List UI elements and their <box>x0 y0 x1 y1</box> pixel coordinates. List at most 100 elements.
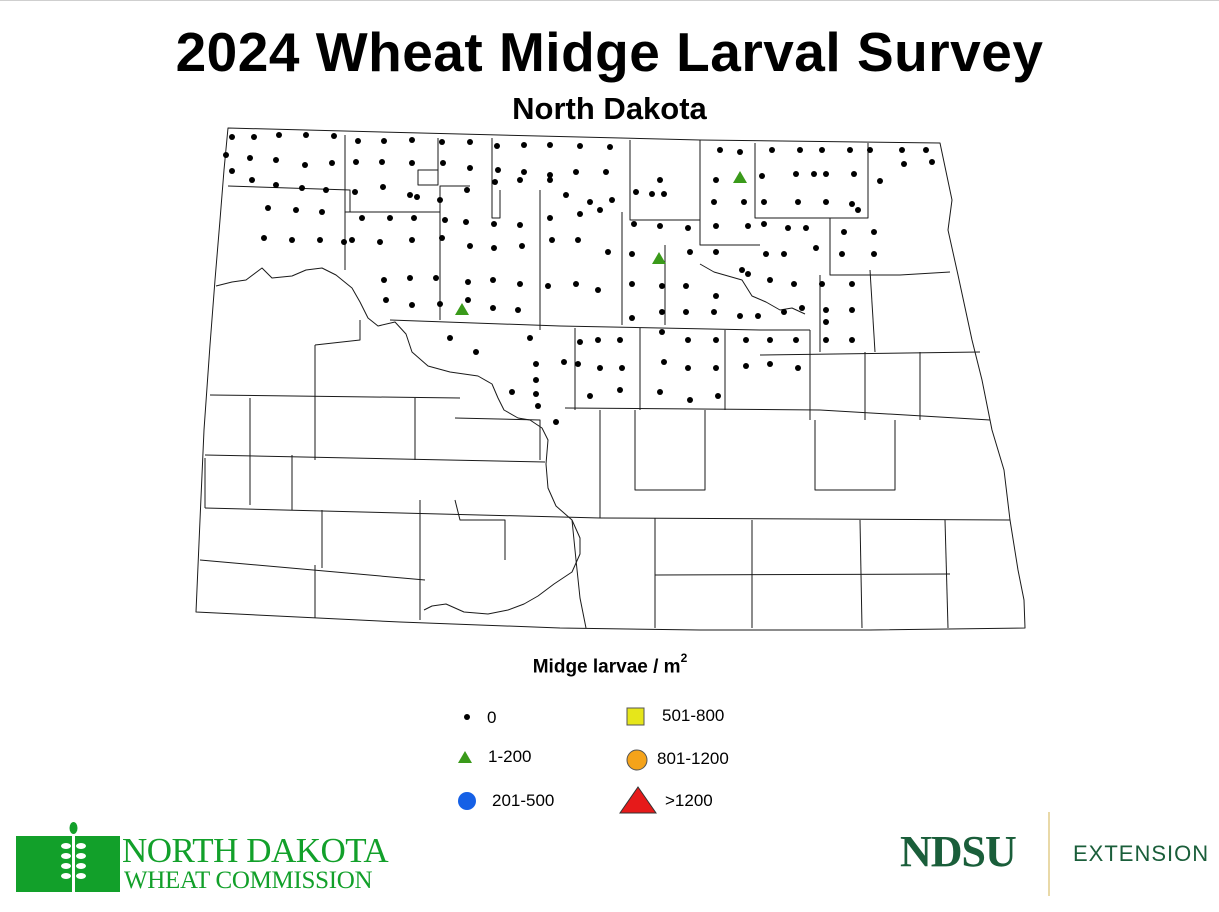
site-marker-zero <box>490 305 496 311</box>
legend-label-over-1200: >1200 <box>665 791 713 810</box>
site-marker-zero <box>631 221 637 227</box>
site-marker-zero <box>633 189 639 195</box>
site-marker-zero <box>737 313 743 319</box>
site-marker-zero <box>491 221 497 227</box>
site-marker-zero <box>871 251 877 257</box>
site-marker-zero <box>577 339 583 345</box>
site-marker-zero <box>823 307 829 313</box>
site-marker-zero <box>247 155 253 161</box>
site-marker-zero <box>289 237 295 243</box>
site-marker-zero <box>791 281 797 287</box>
site-marker-zero <box>414 194 420 200</box>
site-marker-zero <box>381 277 387 283</box>
site-marker-zero <box>785 225 791 231</box>
site-marker-zero <box>547 177 553 183</box>
legend-symbol-over-1200 <box>619 786 657 814</box>
site-marker-zero <box>855 207 861 213</box>
site-marker-zero <box>437 301 443 307</box>
site-marker-zero <box>745 271 751 277</box>
site-marker-zero <box>713 249 719 255</box>
site-marker-zero <box>799 305 805 311</box>
site-marker-zero <box>251 134 257 140</box>
james-lake-boundary <box>699 263 806 315</box>
zero-larvae-sites <box>223 132 935 425</box>
site-marker-zero <box>603 169 609 175</box>
site-marker-zero <box>442 217 448 223</box>
site-marker-zero <box>517 222 523 228</box>
map-subtitle: North Dakota <box>512 91 707 126</box>
site-marker-zero <box>509 389 515 395</box>
legend-label-501-800: 501-800 <box>662 706 725 725</box>
site-marker-zero <box>355 138 361 144</box>
site-marker-zero <box>823 171 829 177</box>
site-marker-zero <box>767 361 773 367</box>
site-marker-zero <box>793 337 799 343</box>
site-marker-zero <box>380 184 386 190</box>
site-marker-zero <box>407 275 413 281</box>
top-rule <box>0 0 1219 1</box>
wheat-commission-logo-icon <box>16 822 120 892</box>
legend-symbol-801-1200 <box>626 749 648 771</box>
site-marker-zero <box>463 219 469 225</box>
site-marker-zero <box>923 147 929 153</box>
site-marker-zero <box>265 205 271 211</box>
site-marker-zero <box>841 229 847 235</box>
missouri-river <box>215 267 581 615</box>
site-marker-zero <box>517 177 523 183</box>
site-marker-zero <box>491 245 497 251</box>
site-marker-zero <box>717 147 723 153</box>
site-marker-zero <box>411 215 417 221</box>
site-marker-zero <box>811 171 817 177</box>
site-marker-zero <box>317 237 323 243</box>
site-marker-zero <box>319 209 325 215</box>
site-marker-zero <box>587 199 593 205</box>
site-marker-zero <box>490 277 496 283</box>
site-marker-zero <box>229 168 235 174</box>
site-marker-zero <box>409 302 415 308</box>
site-marker-zero <box>349 237 355 243</box>
site-marker-zero <box>741 199 747 205</box>
state-outline <box>195 127 1026 631</box>
site-marker-zero <box>492 179 498 185</box>
site-marker-zero <box>715 393 721 399</box>
site-marker-zero <box>823 337 829 343</box>
site-marker-zero <box>781 309 787 315</box>
site-marker-zero <box>577 143 583 149</box>
site-marker-zero <box>545 283 551 289</box>
site-marker-zero <box>687 249 693 255</box>
site-marker-zero <box>302 162 308 168</box>
site-marker-zero <box>823 319 829 325</box>
site-marker-zero <box>797 147 803 153</box>
site-marker-zero <box>377 239 383 245</box>
site-marker-zero <box>737 149 743 155</box>
site-marker-zero <box>533 377 539 383</box>
site-marker-zero <box>575 237 581 243</box>
site-marker-zero <box>519 243 525 249</box>
site-marker-zero <box>473 349 479 355</box>
site-marker-zero <box>877 178 883 184</box>
site-marker-zero <box>687 397 693 403</box>
site-marker-zero <box>563 192 569 198</box>
site-marker-zero <box>849 307 855 313</box>
legend-label-zero: 0 <box>487 708 497 727</box>
site-marker-zero <box>823 199 829 205</box>
site-marker-zero <box>617 337 623 343</box>
site-marker-zero <box>685 337 691 343</box>
site-marker-zero <box>467 243 473 249</box>
site-marker-zero <box>745 223 751 229</box>
legend-symbol-1-200 <box>458 751 472 763</box>
site-marker-zero <box>819 147 825 153</box>
site-marker-zero <box>657 389 663 395</box>
legend-title: Midge larvae / m2 <box>532 651 688 678</box>
site-marker-zero <box>533 361 539 367</box>
site-marker-zero <box>743 363 749 369</box>
site-marker-zero <box>713 293 719 299</box>
site-marker-zero <box>494 143 500 149</box>
site-marker-zero <box>261 235 267 241</box>
site-marker-zero <box>649 191 655 197</box>
site-marker-zero <box>223 152 229 158</box>
site-marker-zero <box>899 147 905 153</box>
county-boundaries <box>199 135 1011 629</box>
site-marker-zero <box>439 139 445 145</box>
